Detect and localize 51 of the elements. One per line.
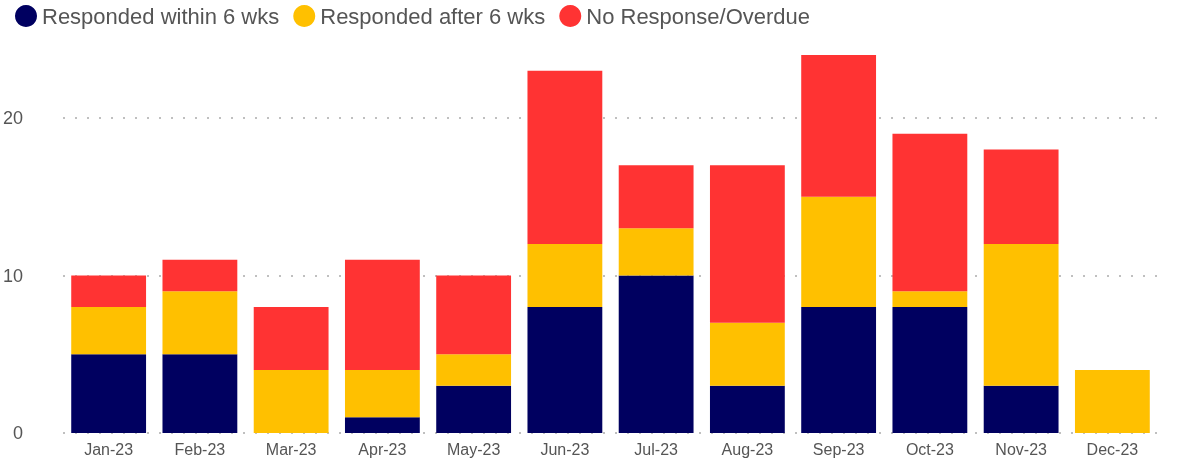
y-tick-label: 10 <box>2 265 24 286</box>
legend-label: Responded after 6 wks <box>320 3 546 29</box>
bar <box>253 370 329 433</box>
bar <box>527 70 603 244</box>
bar <box>162 354 238 433</box>
legend-label: Responded within 6 wks <box>42 3 280 29</box>
bar <box>801 196 877 307</box>
bar <box>344 417 420 433</box>
x-tick-label: May-23 <box>446 440 501 458</box>
legend-label: No Response/Overdue <box>586 3 811 29</box>
bar <box>436 354 512 386</box>
x-tick-label: Apr-23 <box>358 440 407 458</box>
bar <box>983 385 1059 433</box>
x-tick-label: Nov-23 <box>995 440 1048 458</box>
bar <box>983 149 1059 244</box>
y-tick-label: 20 <box>2 108 24 128</box>
bar <box>1074 370 1150 433</box>
bar <box>527 244 603 307</box>
bar <box>709 322 785 386</box>
bar <box>162 291 238 355</box>
bar <box>709 385 785 433</box>
bar <box>253 307 329 370</box>
bar <box>892 291 968 307</box>
bar <box>618 228 694 276</box>
bar <box>618 275 694 433</box>
bar <box>71 307 147 355</box>
bar <box>436 385 512 433</box>
bar <box>892 133 968 292</box>
bar <box>344 370 420 418</box>
x-tick-label: Sep-23 <box>812 440 865 458</box>
y-tick-label: 0 <box>13 423 24 443</box>
bar <box>709 165 785 323</box>
bar <box>71 354 147 433</box>
bar <box>344 259 420 370</box>
x-tick-label: Jan-23 <box>84 440 134 458</box>
x-tick-label: Mar-23 <box>265 440 317 458</box>
bar <box>618 165 694 229</box>
x-tick-label: Oct-23 <box>905 440 954 458</box>
bar <box>801 55 877 197</box>
x-tick-label: Aug-23 <box>721 440 774 458</box>
bar <box>527 307 603 433</box>
bar <box>801 307 877 433</box>
bar <box>71 275 147 307</box>
bar <box>162 259 238 292</box>
x-tick-label: Feb-23 <box>174 440 226 458</box>
x-tick-label: Jun-23 <box>540 440 590 458</box>
bar <box>983 244 1059 386</box>
bar <box>892 307 968 433</box>
x-tick-label: Jul-23 <box>634 440 679 458</box>
x-tick-label: Dec-23 <box>1086 440 1139 458</box>
bar <box>436 275 512 355</box>
